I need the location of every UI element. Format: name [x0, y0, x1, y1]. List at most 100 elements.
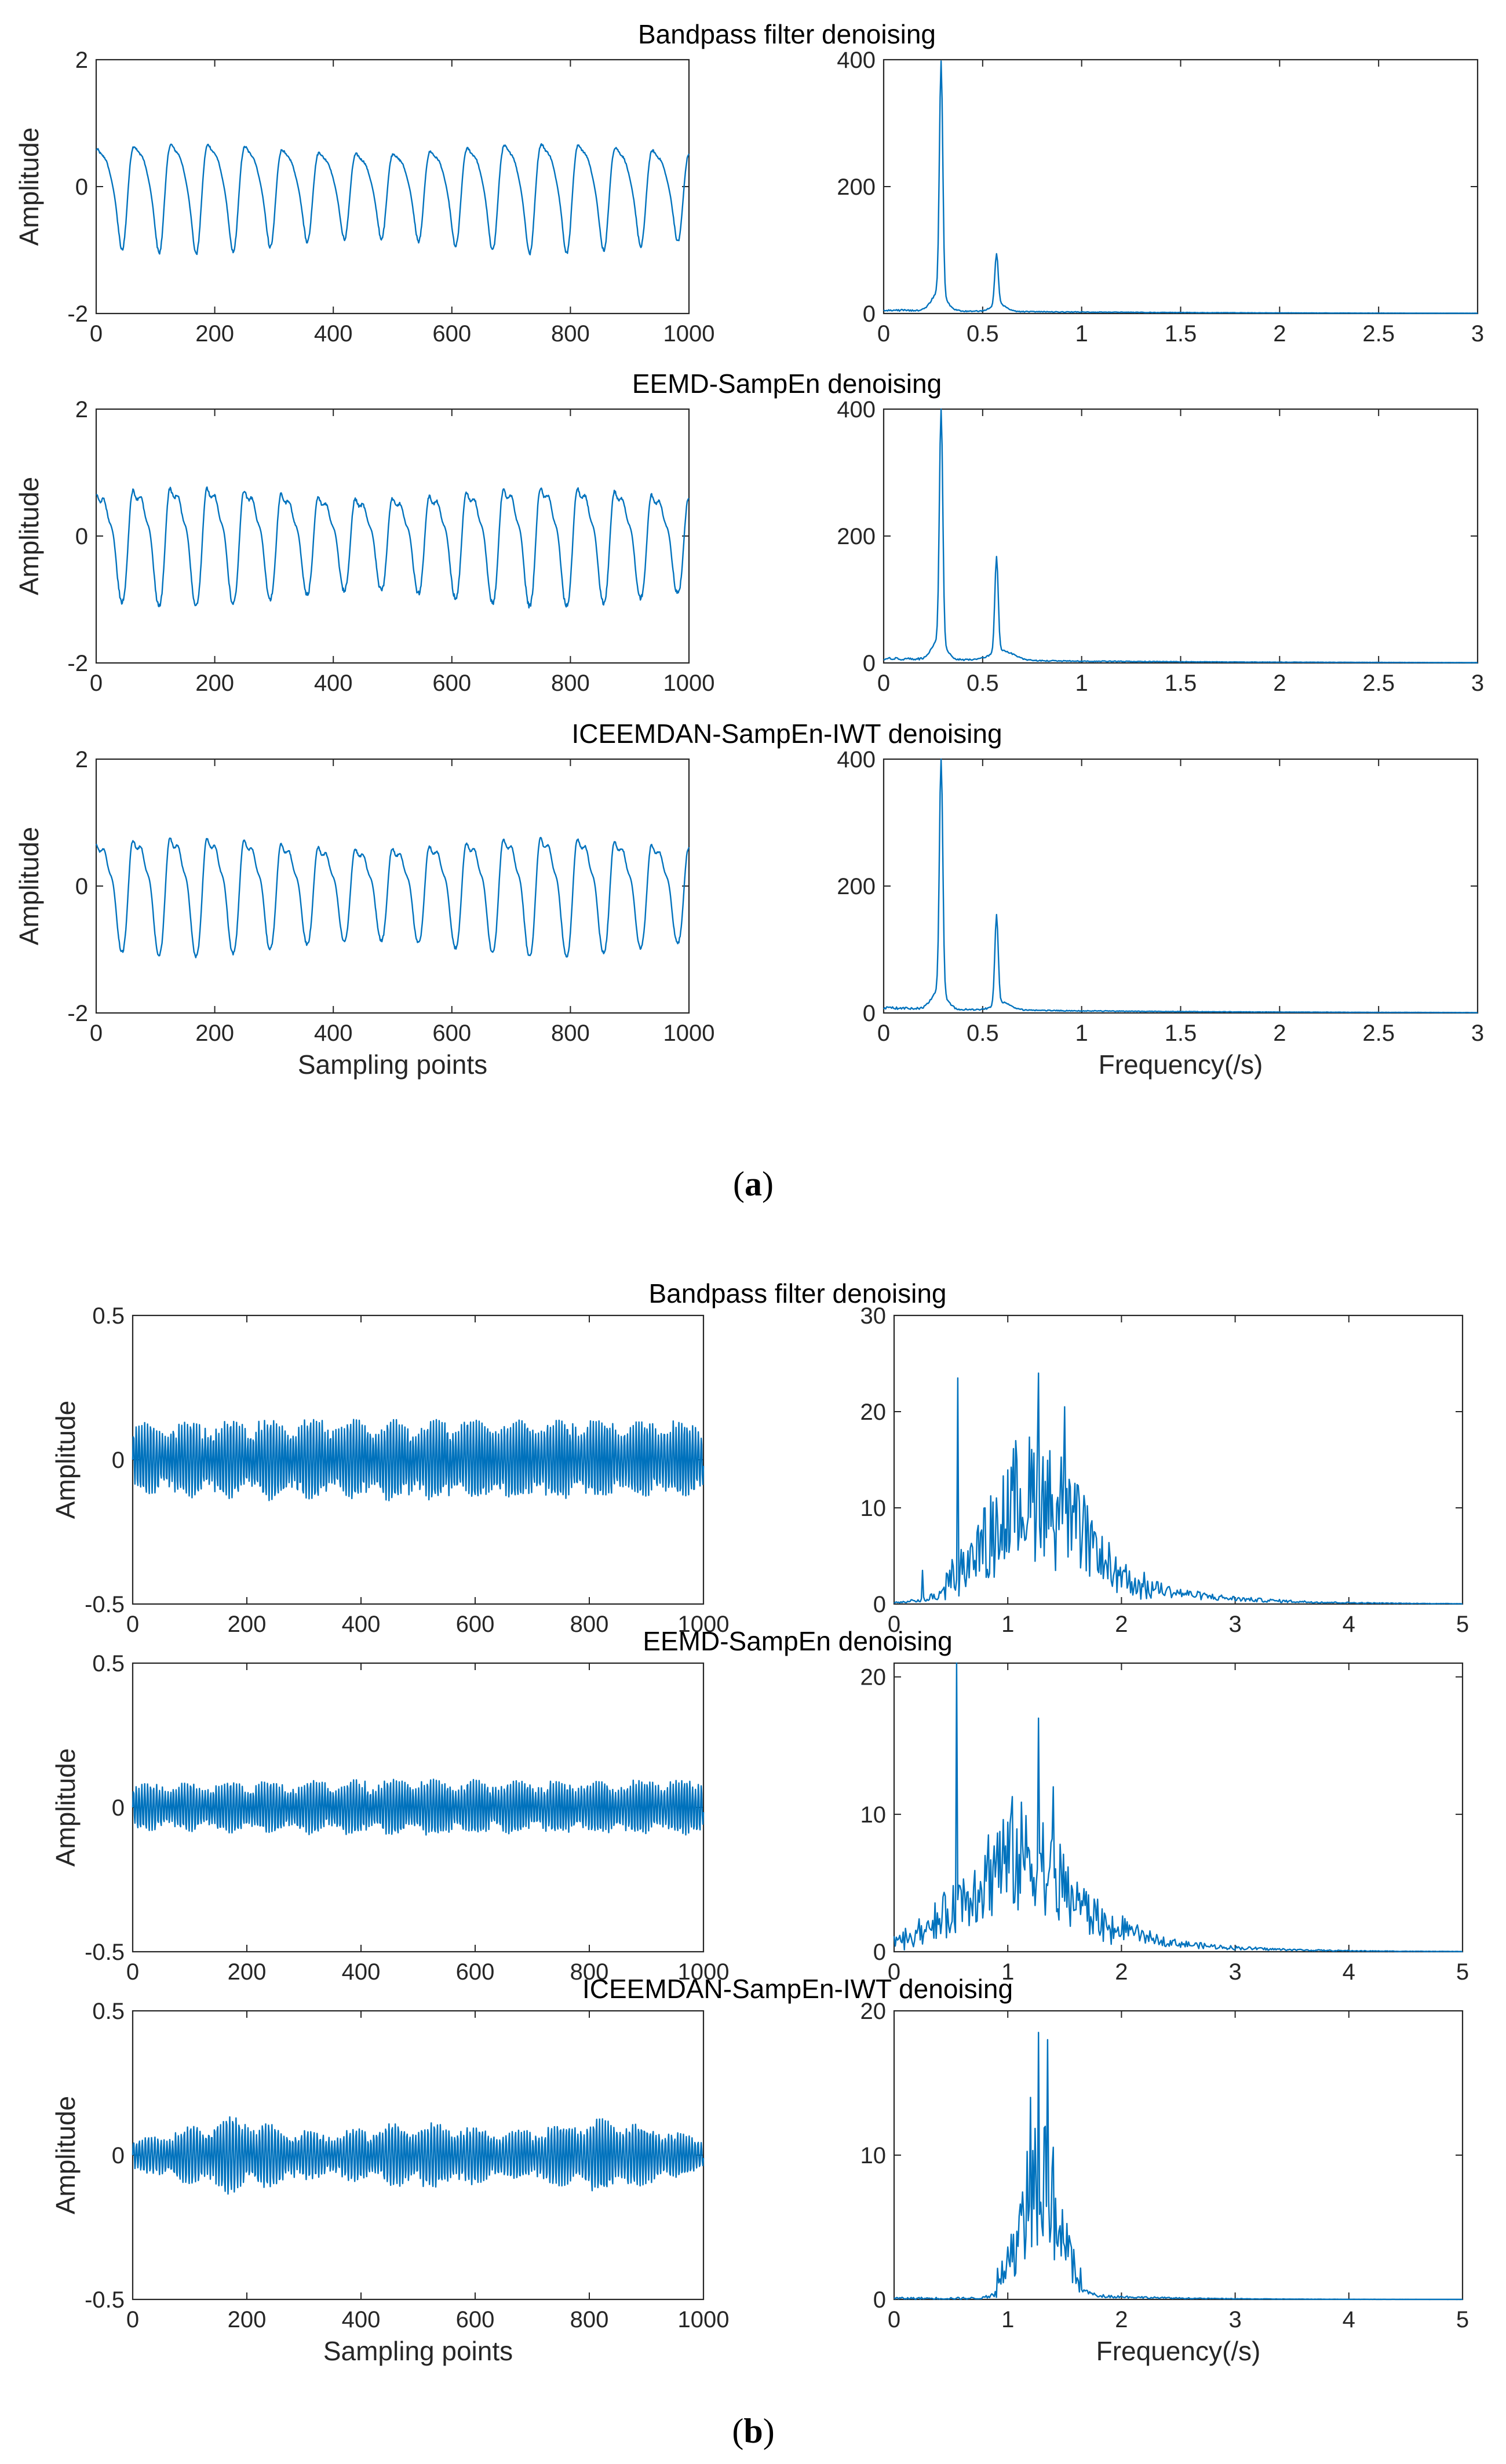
x-tick-label: 200	[195, 670, 234, 696]
panel-label-open: (	[732, 2412, 743, 2450]
x-tick-label: 1	[1001, 1959, 1014, 1985]
x-tick-label: 0	[90, 670, 103, 696]
subplot-title: Bandpass filter denoising	[638, 19, 936, 49]
x-tick-label: 400	[342, 1959, 381, 1985]
x-tick-label: 4	[1343, 1959, 1355, 1985]
x-tick-label: 3	[1228, 2307, 1241, 2332]
x-tick-label: 1	[1075, 321, 1088, 347]
x-axis-label: Frequency(/s)	[1099, 1049, 1263, 1080]
spectrum-line	[894, 2032, 1463, 2301]
y-axis-label: Amplitude	[50, 2096, 81, 2215]
x-tick-label: 0	[126, 2307, 139, 2332]
x-tick-label: 5	[1456, 1959, 1469, 1985]
y-tick-label: -0.5	[85, 1940, 125, 1965]
panel-label: (a)	[733, 1165, 774, 1203]
x-tick-label: 5	[1456, 2307, 1469, 2332]
y-tick-label: 0.5	[92, 1999, 125, 2024]
x-tick-label: 0	[888, 1612, 900, 1637]
x-tick-label: 1.5	[1165, 670, 1197, 696]
x-tick-label: 1.5	[1165, 321, 1197, 347]
spectrum-line	[883, 60, 1478, 314]
x-tick-label: 4	[1343, 2307, 1355, 2332]
y-tick-label: 200	[837, 524, 876, 549]
x-tick-label: 1.5	[1165, 1020, 1197, 1046]
y-tick-label: 0	[873, 2287, 886, 2313]
x-tick-label: 0	[877, 321, 890, 347]
x-tick-label: 600	[456, 1612, 495, 1637]
x-tick-label: 1000	[663, 321, 715, 347]
subplot-title: ICEEMDAN-SampEn-IWT denoising	[582, 1974, 1013, 2004]
y-tick-label: 10	[860, 1802, 887, 1828]
y-axis-label: Amplitude	[14, 827, 44, 946]
panel-label-letter: a	[745, 1165, 762, 1203]
x-tick-label: 200	[228, 1959, 267, 1985]
x-tick-label: 2	[1115, 1959, 1128, 1985]
time-series-line	[132, 1419, 705, 1501]
axes-frame	[883, 59, 1479, 315]
y-tick-label: -0.5	[85, 2287, 125, 2313]
x-tick-label: 1	[1075, 670, 1088, 696]
panel-label-close: )	[763, 2412, 775, 2450]
y-tick-label: 0.5	[92, 1303, 125, 1329]
axes-frame	[883, 758, 1479, 1014]
x-tick-label: 0	[90, 1020, 103, 1046]
x-tick-label: 800	[570, 1612, 609, 1637]
x-tick-label: 400	[342, 1612, 381, 1637]
axes-frame	[893, 1662, 1464, 1953]
x-tick-label: 3	[1228, 1612, 1241, 1637]
axes-frame	[893, 2010, 1464, 2301]
freq-plot: 0 0.5 1 1.5 2 2.5 3 0 200 400	[837, 397, 1484, 696]
x-tick-label: 200	[195, 1020, 234, 1046]
x-tick-label: 400	[314, 1020, 353, 1046]
x-tick-label: 1	[1001, 2307, 1014, 2332]
panel-label-letter: b	[743, 2412, 763, 2450]
y-tick-label: 400	[837, 48, 876, 73]
time-series-line	[96, 486, 690, 609]
y-tick-label: 10	[860, 1496, 887, 1521]
freq-plot: 0 1 2 3 4 5 0 10 20 Frequency(/s)	[860, 1999, 1469, 2366]
x-tick-label: 200	[228, 1612, 267, 1637]
x-tick-label: 0.5	[967, 321, 999, 347]
x-tick-label: 0.5	[967, 670, 999, 696]
y-tick-label: 20	[860, 1399, 887, 1425]
time-series-line	[132, 1778, 705, 1836]
x-tick-label: 2	[1273, 1020, 1286, 1046]
y-axis-label: Amplitude	[50, 1748, 81, 1867]
y-tick-label: 30	[860, 1303, 887, 1329]
x-tick-label: 400	[314, 321, 353, 347]
x-tick-label: 2	[1273, 321, 1286, 347]
x-tick-label: 600	[432, 1020, 471, 1046]
y-tick-label: 0	[112, 1448, 125, 1473]
x-axis-label: Sampling points	[298, 1049, 487, 1080]
x-tick-label: 0	[126, 1959, 139, 1985]
x-tick-label: 1000	[678, 1959, 730, 1985]
y-tick-label: 0	[863, 651, 876, 676]
subplot-title: EEMD-SampEn denoising	[632, 369, 942, 399]
time-plot: 0 200 400 600 800 1000-0.500.5AmplitudeSampli…	[50, 1999, 729, 2366]
x-tick-label: 400	[342, 2307, 381, 2332]
y-axis-label: Amplitude	[14, 477, 44, 596]
y-tick-label: 0	[75, 524, 88, 549]
y-tick-label: -2	[67, 301, 88, 327]
freq-plot: 0 0.5 1 1.5 2 2.5 3 0 200 400	[837, 48, 1484, 347]
x-tick-label: 1000	[678, 1612, 730, 1637]
x-tick-label: 3	[1471, 670, 1484, 696]
x-axis-label: Sampling points	[323, 2336, 513, 2366]
x-tick-label: 3	[1471, 321, 1484, 347]
y-tick-label: 0.5	[92, 1651, 125, 1676]
panel-label-open: (	[733, 1165, 745, 1203]
x-tick-label: 800	[551, 321, 590, 347]
x-tick-label: 800	[551, 1020, 590, 1046]
axes-frame	[893, 1314, 1464, 1605]
time-series-line	[96, 143, 690, 256]
subplot-title: EEMD-SampEn denoising	[643, 1626, 952, 1656]
spectrum-line	[893, 1662, 1463, 1952]
y-tick-label: -2	[67, 1001, 88, 1026]
x-tick-label: 5	[1456, 1612, 1469, 1637]
panel-label-close: )	[762, 1165, 774, 1203]
x-tick-label: 600	[456, 1959, 495, 1985]
